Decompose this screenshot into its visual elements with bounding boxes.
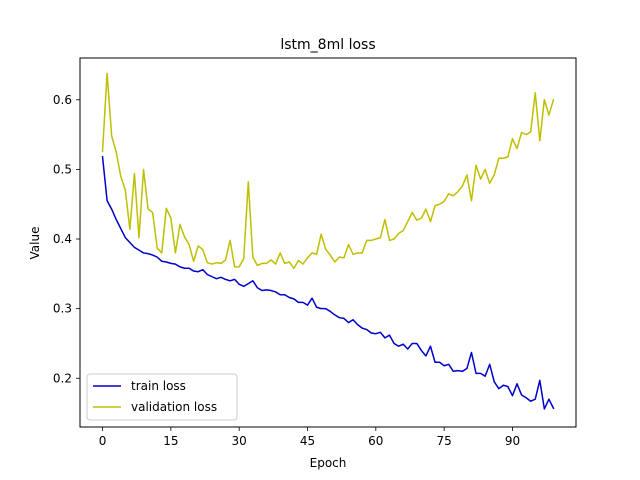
x-tick-label: 45: [300, 434, 315, 448]
x-tick-label: 75: [437, 434, 452, 448]
x-tick-label: 0: [99, 434, 107, 448]
chart-title: lstm_8ml loss: [280, 37, 375, 53]
legend-label-validation-loss: validation loss: [131, 400, 217, 414]
x-axis: 0 15 30 45 60 75 90: [99, 427, 520, 448]
plot-frame: [79, 57, 577, 428]
x-axis-label: Epoch: [310, 456, 347, 470]
legend: train loss validation loss: [86, 373, 238, 421]
y-tick-label: 0.2: [53, 371, 72, 385]
legend-box: [86, 373, 238, 421]
y-tick-label: 0.6: [53, 93, 72, 107]
y-tick-label: 0.5: [53, 162, 72, 176]
x-tick-label: 30: [232, 434, 247, 448]
y-axis: 0.2 0.3 0.4 0.5 0.6: [53, 93, 80, 385]
y-axis-label: Value: [28, 227, 42, 260]
series-layer: [101, 72, 555, 410]
y-tick-label: 0.4: [53, 232, 72, 246]
x-tick-label: 15: [163, 434, 178, 448]
series-line-train-loss: [101, 156, 555, 410]
x-tick-label: 60: [368, 434, 383, 448]
y-tick-label: 0.3: [53, 302, 72, 316]
legend-label-train-loss: train loss: [131, 379, 186, 393]
x-tick-label: 90: [505, 434, 520, 448]
series-line-validation-loss: [101, 72, 555, 270]
